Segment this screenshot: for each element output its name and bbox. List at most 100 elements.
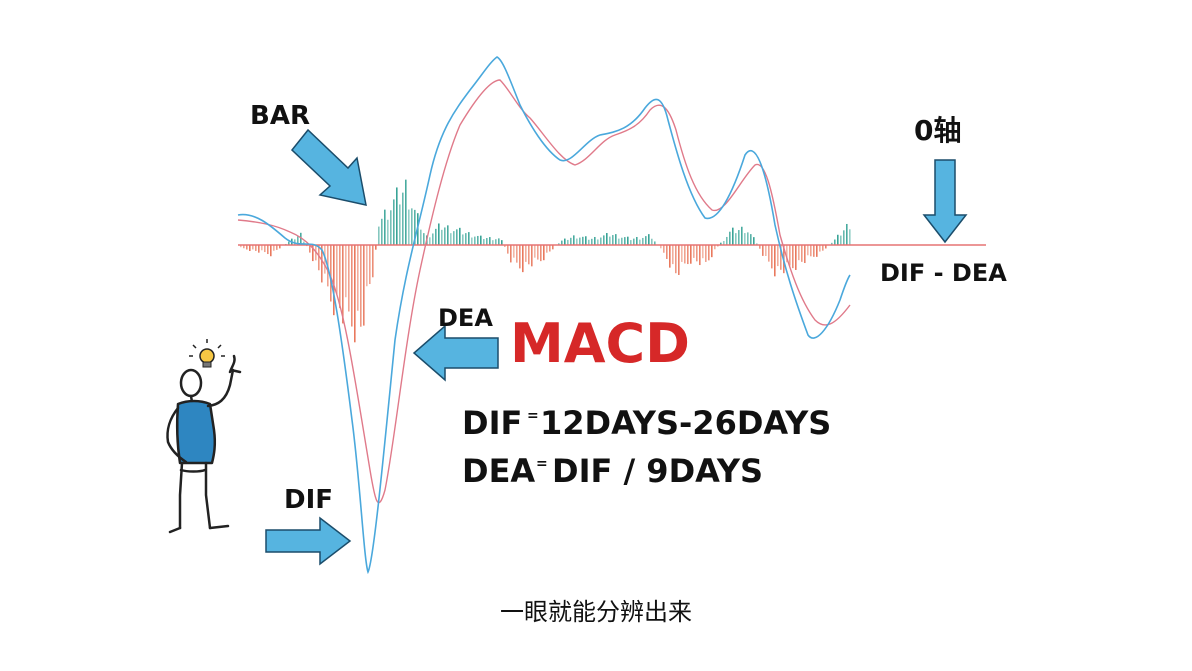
histogram-bar [252,245,254,250]
histogram-bar [585,236,587,245]
histogram-bar [573,235,575,245]
histogram-bar [459,227,461,245]
histogram-bar [549,245,551,252]
histogram-bar [453,231,455,245]
histogram-bar [681,245,683,262]
histogram-bar [792,245,794,269]
histogram-bar [837,234,839,245]
histogram-bar [558,243,560,245]
histogram-bar [486,238,488,245]
histogram-bar [504,245,506,247]
histogram-bar [588,239,590,245]
histogram-bar [786,245,788,263]
histogram-bar [720,242,722,245]
dif-arrow [265,516,352,566]
histogram-bar [846,223,848,245]
histogram-bar [531,245,533,267]
histogram-bar [648,234,650,245]
histogram-bar [363,245,365,326]
histogram-bar [297,236,299,245]
histogram-bar [768,245,770,262]
lightbulb-icon [189,339,225,368]
macd-histogram [240,179,851,343]
histogram-bar [435,228,437,245]
histogram-bar [732,227,734,245]
histogram-bar [267,245,269,255]
histogram-bar [372,245,374,278]
histogram-bar [276,245,278,250]
histogram-bar [597,239,599,245]
dif-line [237,56,851,575]
histogram-bar [465,233,467,245]
histogram-bar [510,245,512,263]
histogram-bar [516,245,518,263]
dea-formula-label: DEA [462,452,535,490]
histogram-bar [543,245,545,261]
histogram-bar [525,245,527,262]
histogram-bar [567,239,569,245]
histogram-bar [606,233,608,245]
histogram-bar [579,237,581,245]
histogram-bar [312,245,314,262]
histogram-bar [513,245,515,258]
histogram-bar [840,235,842,245]
zero-axis-arrow [922,159,968,244]
histogram-bar [288,241,290,245]
histogram-bar [831,242,833,245]
histogram-bar [408,209,410,245]
histogram-bar [795,245,797,270]
histogram-bar [405,179,407,245]
histogram-bar [780,245,782,270]
histogram-bar [813,245,815,257]
zero-axis-label: 0轴 [914,114,961,147]
histogram-bar [330,245,332,302]
histogram-bar [672,245,674,265]
histogram-bar [639,239,641,245]
histogram-bar [765,245,767,256]
histogram-bar [300,232,302,245]
histogram-bar [690,245,692,264]
histogram-bar [420,229,422,245]
dif-formula-expr: 12DAYS-26DAYS [540,404,831,442]
histogram-bar [798,245,800,261]
histogram-bar [489,237,491,245]
histogram-bar [687,245,689,265]
histogram-bar [633,238,635,245]
histogram-bar [801,245,803,262]
histogram-bar [483,239,485,245]
histogram-bar [378,226,380,245]
histogram-bar [249,245,251,251]
histogram-bar [756,243,758,245]
dif-minus-dea-label: DIF - DEA [880,259,1007,287]
histogram-bar [804,245,806,264]
histogram-bar [666,245,668,259]
histogram-bar [294,239,296,245]
histogram-bar [540,245,542,262]
histogram-bar [552,245,554,250]
histogram-bar [333,245,335,316]
histogram-bar [456,229,458,245]
dea-formula-expr: DIF / 9DAYS [552,452,763,490]
histogram-bar [621,237,623,245]
histogram-bar [825,245,827,249]
histogram-bar [777,245,779,267]
histogram-bar [492,240,494,245]
histogram-bar [711,245,713,258]
histogram-bar [651,238,653,245]
histogram-bar [351,245,353,327]
histogram-bar [375,245,377,250]
histogram-bar [759,245,761,249]
histogram-bar [750,234,752,245]
histogram-bar [591,238,593,245]
histogram-bar [684,245,686,264]
histogram-bar [387,219,389,245]
histogram-bar [636,236,638,245]
histogram-bar [534,245,536,258]
histogram-bar [345,245,347,298]
histogram-bar [627,236,629,245]
person-pointing-icon [166,354,242,534]
histogram-bar [819,245,821,252]
histogram-bar [708,245,710,261]
histogram-bar [264,245,266,253]
